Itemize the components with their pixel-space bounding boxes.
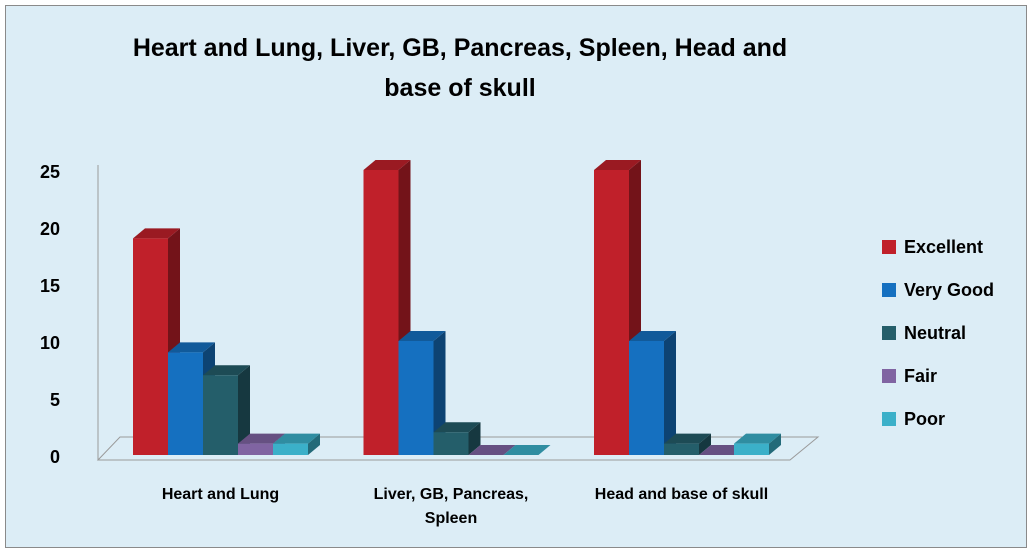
- y-tick-label: 10: [40, 333, 60, 353]
- bar-top: [203, 365, 250, 376]
- x-tick-label: Head and base of skull: [594, 486, 769, 503]
- bar: [664, 433, 711, 455]
- bar-side: [308, 433, 320, 455]
- bar-top: [503, 445, 551, 455]
- bar-front: [734, 443, 769, 455]
- bar-side: [238, 365, 250, 455]
- bar-side: [664, 331, 676, 455]
- bar-front: [273, 443, 308, 455]
- bar-top: [468, 445, 516, 455]
- bar-top: [168, 342, 215, 353]
- bar-side: [433, 331, 446, 455]
- bar-front: [433, 432, 469, 455]
- legend-swatch: [882, 326, 896, 340]
- bar-top: [398, 331, 446, 341]
- bar-side: [699, 433, 711, 455]
- bar: [734, 433, 781, 455]
- x-tick-label: Heart and Lung: [161, 486, 280, 503]
- bar-side: [769, 433, 781, 455]
- x-tick-label: Liver, GB, Pancreas, Spleen: [373, 486, 529, 527]
- bar-top: [133, 228, 180, 239]
- bar-top: [734, 433, 781, 444]
- bar-top: [238, 433, 285, 444]
- bar: [273, 433, 320, 455]
- legend-label: Neutral: [904, 323, 966, 343]
- legend-label: Very Good: [904, 280, 994, 300]
- bar-front: [363, 170, 399, 455]
- bar: [629, 331, 676, 455]
- bar-front: [238, 443, 273, 455]
- bar-front: [664, 443, 699, 455]
- bar: [503, 445, 551, 455]
- legend-swatch: [882, 240, 896, 254]
- bar-front: [203, 375, 238, 455]
- legend-label: Poor: [904, 409, 945, 429]
- legend-swatch: [882, 283, 896, 297]
- bar: [468, 445, 516, 455]
- bar-front: [133, 238, 168, 455]
- bar-top: [433, 422, 481, 433]
- bar-front: [594, 170, 629, 455]
- chart-title: Heart and Lung, Liver, GB, Pancreas, Spl…: [132, 34, 788, 102]
- bar-side: [468, 422, 481, 455]
- bar-front: [168, 352, 203, 455]
- bar-top: [594, 160, 641, 170]
- y-tick-label: 20: [40, 219, 60, 239]
- bar-top: [363, 160, 411, 170]
- bar: [433, 422, 481, 455]
- bar-front: [629, 341, 664, 455]
- legend-swatch: [882, 369, 896, 383]
- y-tick-label: 25: [40, 162, 60, 182]
- bar: [398, 331, 446, 455]
- bar: [203, 365, 250, 455]
- y-tick-label: 5: [50, 390, 60, 410]
- bar-top: [664, 433, 711, 444]
- legend-swatch: [882, 412, 896, 426]
- legend-label: Fair: [904, 366, 937, 386]
- legend-label: Excellent: [904, 237, 983, 257]
- y-tick-label: 0: [50, 447, 60, 467]
- bar-top: [273, 433, 320, 444]
- bar-front: [398, 341, 434, 455]
- y-tick-label: 15: [40, 276, 60, 296]
- bar-top: [629, 331, 676, 341]
